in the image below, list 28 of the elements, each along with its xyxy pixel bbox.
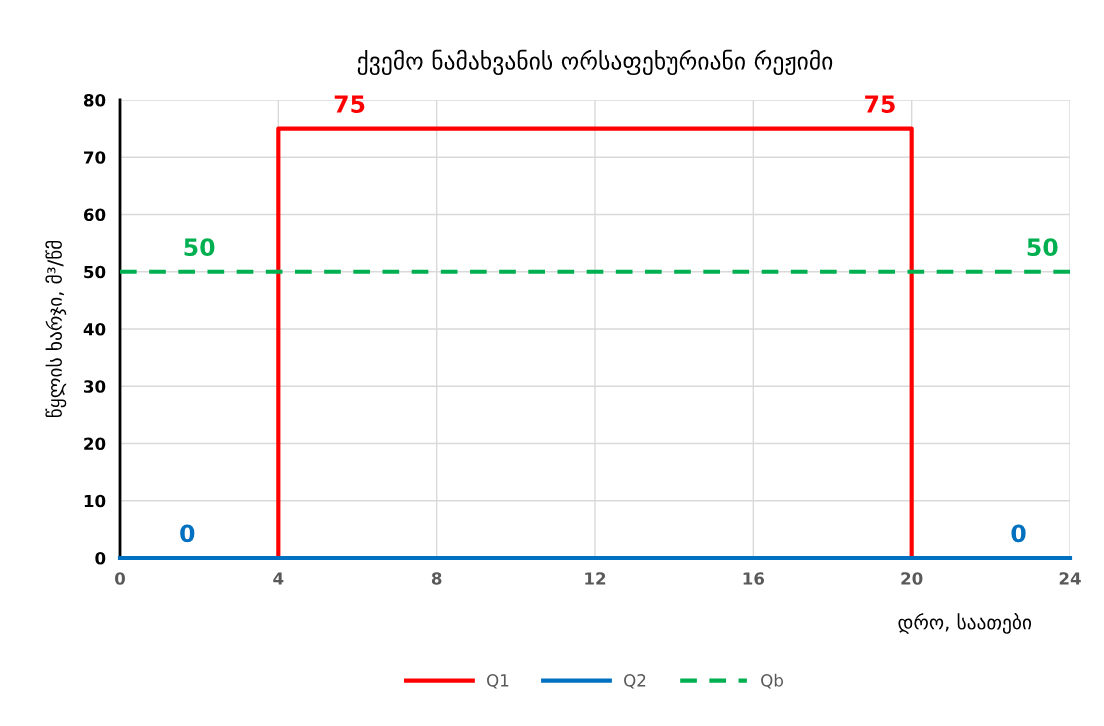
y-tick-label: 20	[84, 437, 106, 451]
y-tick-label: 60	[83, 208, 106, 222]
annotation: 50	[1027, 238, 1058, 257]
x-tick-label: 20	[901, 572, 923, 585]
annotation: 75	[865, 95, 895, 113]
y-tick-label: 10	[84, 494, 106, 508]
x-tick-label: 0	[115, 572, 125, 585]
legend-label: Qb	[761, 673, 783, 689]
annotation: 0	[180, 524, 195, 543]
y-tick-label: 0	[95, 551, 106, 565]
y-tick-label: 40	[83, 322, 106, 336]
y-tick-label: 30	[84, 380, 106, 393]
legend-label: Q1	[487, 674, 509, 689]
x-tick-label: 12	[585, 572, 606, 585]
y-axis-title: წყლის ხარჯი, მ³/წმ	[45, 240, 67, 418]
annotation: 50	[184, 238, 215, 257]
y-tick-label: 70	[84, 151, 106, 164]
x-tick-label: 16	[743, 572, 765, 585]
y-tick-label: 50	[84, 265, 106, 279]
x-tick-label: 8	[431, 572, 442, 585]
x-tick-label: 4	[273, 572, 284, 585]
y-tick-label: 80	[83, 93, 106, 107]
x-axis-title: დრო, საათები	[898, 612, 1032, 634]
chart-title: ქვემო ნამახვანის ორსაფეხურიანი რეჟიმი	[357, 49, 833, 76]
annotation: 0	[1011, 524, 1026, 543]
x-tick-label: 24	[1059, 572, 1081, 585]
annotation: 75	[334, 95, 365, 113]
legend-label: Q2	[624, 674, 646, 689]
